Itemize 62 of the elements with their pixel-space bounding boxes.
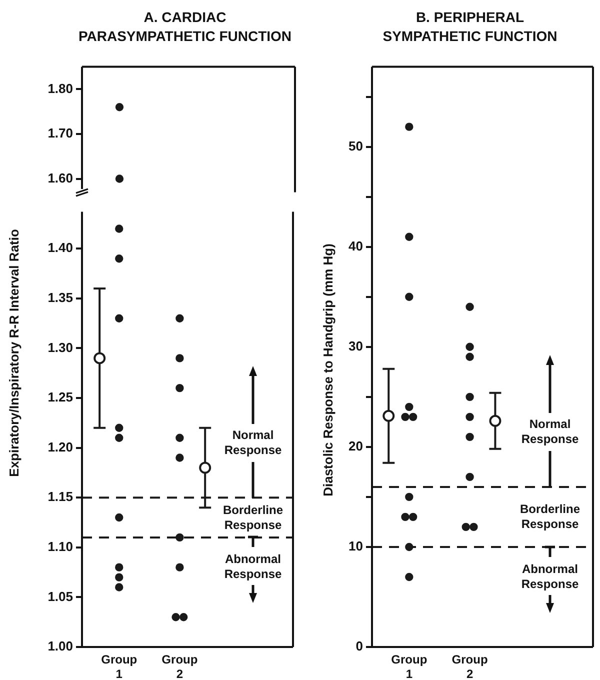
y-tick-label: 1.80 (48, 80, 73, 96)
point (405, 232, 414, 241)
point (405, 572, 414, 582)
point (176, 563, 184, 572)
y-tick-label: 1.30 (48, 340, 73, 355)
point (176, 384, 184, 392)
y-tick-label: 50 (348, 138, 363, 154)
point (115, 573, 124, 582)
y-tick-label: 1.05 (48, 588, 73, 604)
y-tick-label: 1.35 (48, 290, 73, 306)
point (405, 542, 414, 552)
text: Normal Response (520, 416, 580, 447)
x-tick-label: Group 2 (452, 652, 488, 680)
point (176, 454, 184, 462)
text: Borderline Response (518, 502, 581, 532)
point (115, 254, 124, 263)
y-tick-label: 1.20 (48, 439, 73, 454)
chart-title: A. CARDIAC PARASYMPATHETIC FUNCTION (77, 8, 293, 46)
point (466, 392, 474, 402)
point (405, 492, 414, 502)
x-tick-label: Group 1 (101, 652, 138, 680)
point (115, 434, 124, 442)
point (176, 533, 184, 542)
y-tick-label: 40 (348, 238, 363, 254)
point (405, 122, 414, 131)
text: Abnormal Response (520, 562, 580, 592)
x-tick-label: Group 1 (391, 652, 428, 680)
point (405, 402, 414, 412)
chart-title: B. PERIPHERAL SYMPATHETIC FUNCTION (382, 8, 558, 46)
y-tick-label: 1.60 (48, 170, 73, 186)
point (176, 354, 184, 362)
point (466, 352, 474, 361)
y-tick-label: 1.15 (48, 489, 73, 504)
y-axis-title: Diastolic Response to Handgrip (mm Hg) (320, 244, 336, 496)
point (176, 314, 184, 322)
text: Abnormal Response (223, 552, 283, 582)
point (115, 314, 124, 322)
y-axis-title: Expiratory/Inspiratory R-R Interval Ratio (6, 229, 22, 477)
point (466, 432, 474, 442)
point (115, 563, 124, 572)
y-tick-label: 1.10 (48, 538, 73, 554)
point (405, 292, 414, 301)
point (115, 224, 124, 233)
point (176, 434, 184, 442)
point (466, 412, 474, 422)
y-tick-label: 1.00 (48, 638, 73, 654)
y-tick-label: 1.25 (48, 390, 73, 405)
y-tick-label: 20 (348, 438, 363, 454)
y-tick-label: 0 (356, 638, 363, 654)
text: Normal Response (223, 428, 283, 458)
x-tick-label: Group 2 (162, 652, 198, 680)
y-tick-label: 1.70 (48, 126, 73, 141)
y-tick-label: 1.40 (48, 240, 73, 256)
point (115, 583, 124, 592)
point (115, 513, 124, 522)
point (466, 472, 474, 482)
point (466, 302, 474, 311)
y-tick-label: 10 (348, 538, 363, 554)
point (466, 342, 474, 351)
point (115, 424, 124, 432)
y-tick-label: 30 (348, 338, 363, 354)
text: Borderline Response (222, 502, 284, 533)
